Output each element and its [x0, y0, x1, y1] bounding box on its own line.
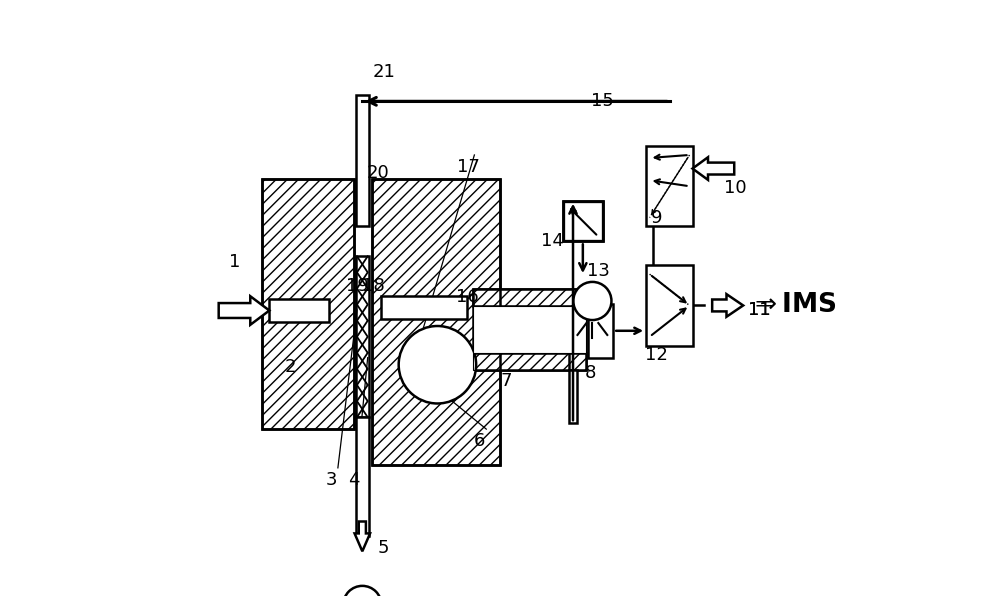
Text: 17: 17	[457, 158, 480, 176]
Text: 15: 15	[591, 92, 614, 110]
Text: 13: 13	[587, 262, 610, 280]
Text: 14: 14	[541, 232, 564, 250]
Circle shape	[406, 350, 433, 377]
Text: 5: 5	[378, 539, 390, 557]
Text: 6: 6	[473, 432, 485, 450]
Bar	[473, 289, 586, 306]
Text: 12: 12	[645, 346, 668, 364]
Bar	[262, 179, 354, 429]
Bar	[356, 256, 369, 417]
Polygon shape	[693, 157, 734, 180]
Bar	[569, 370, 577, 423]
Polygon shape	[712, 294, 743, 317]
Text: 10: 10	[724, 179, 747, 197]
Bar	[473, 353, 586, 370]
Text: 4: 4	[348, 471, 360, 489]
Bar	[563, 201, 603, 241]
Bar	[381, 296, 467, 319]
Bar	[262, 179, 354, 429]
Bar	[473, 289, 586, 306]
Text: 7: 7	[500, 372, 512, 390]
Polygon shape	[355, 522, 370, 551]
Text: 18: 18	[362, 277, 384, 295]
Text: 16: 16	[456, 288, 479, 306]
Bar	[646, 146, 693, 226]
Text: 11: 11	[748, 301, 771, 319]
Circle shape	[343, 586, 381, 596]
Circle shape	[399, 326, 476, 403]
Text: 11: 11	[748, 301, 771, 319]
Bar	[356, 417, 369, 536]
Text: 9: 9	[650, 209, 662, 226]
Bar	[565, 203, 601, 239]
Text: 20: 20	[366, 164, 389, 182]
Text: 3: 3	[326, 471, 338, 489]
Bar	[646, 265, 693, 346]
Bar	[473, 289, 586, 370]
Bar	[356, 95, 369, 226]
Bar	[473, 353, 586, 370]
Polygon shape	[219, 296, 269, 325]
Text: 2: 2	[284, 358, 296, 375]
Bar	[372, 179, 500, 465]
Text: 1: 1	[229, 253, 240, 271]
Circle shape	[573, 282, 611, 320]
Bar	[269, 299, 329, 322]
Text: 19: 19	[346, 277, 368, 295]
Bar	[473, 306, 586, 353]
Bar	[588, 304, 613, 358]
Text: $\Rightarrow$IMS: $\Rightarrow$IMS	[749, 293, 837, 318]
Text: 8: 8	[585, 364, 596, 381]
Bar	[563, 201, 603, 241]
Text: 21: 21	[372, 63, 395, 80]
Bar	[372, 179, 500, 465]
